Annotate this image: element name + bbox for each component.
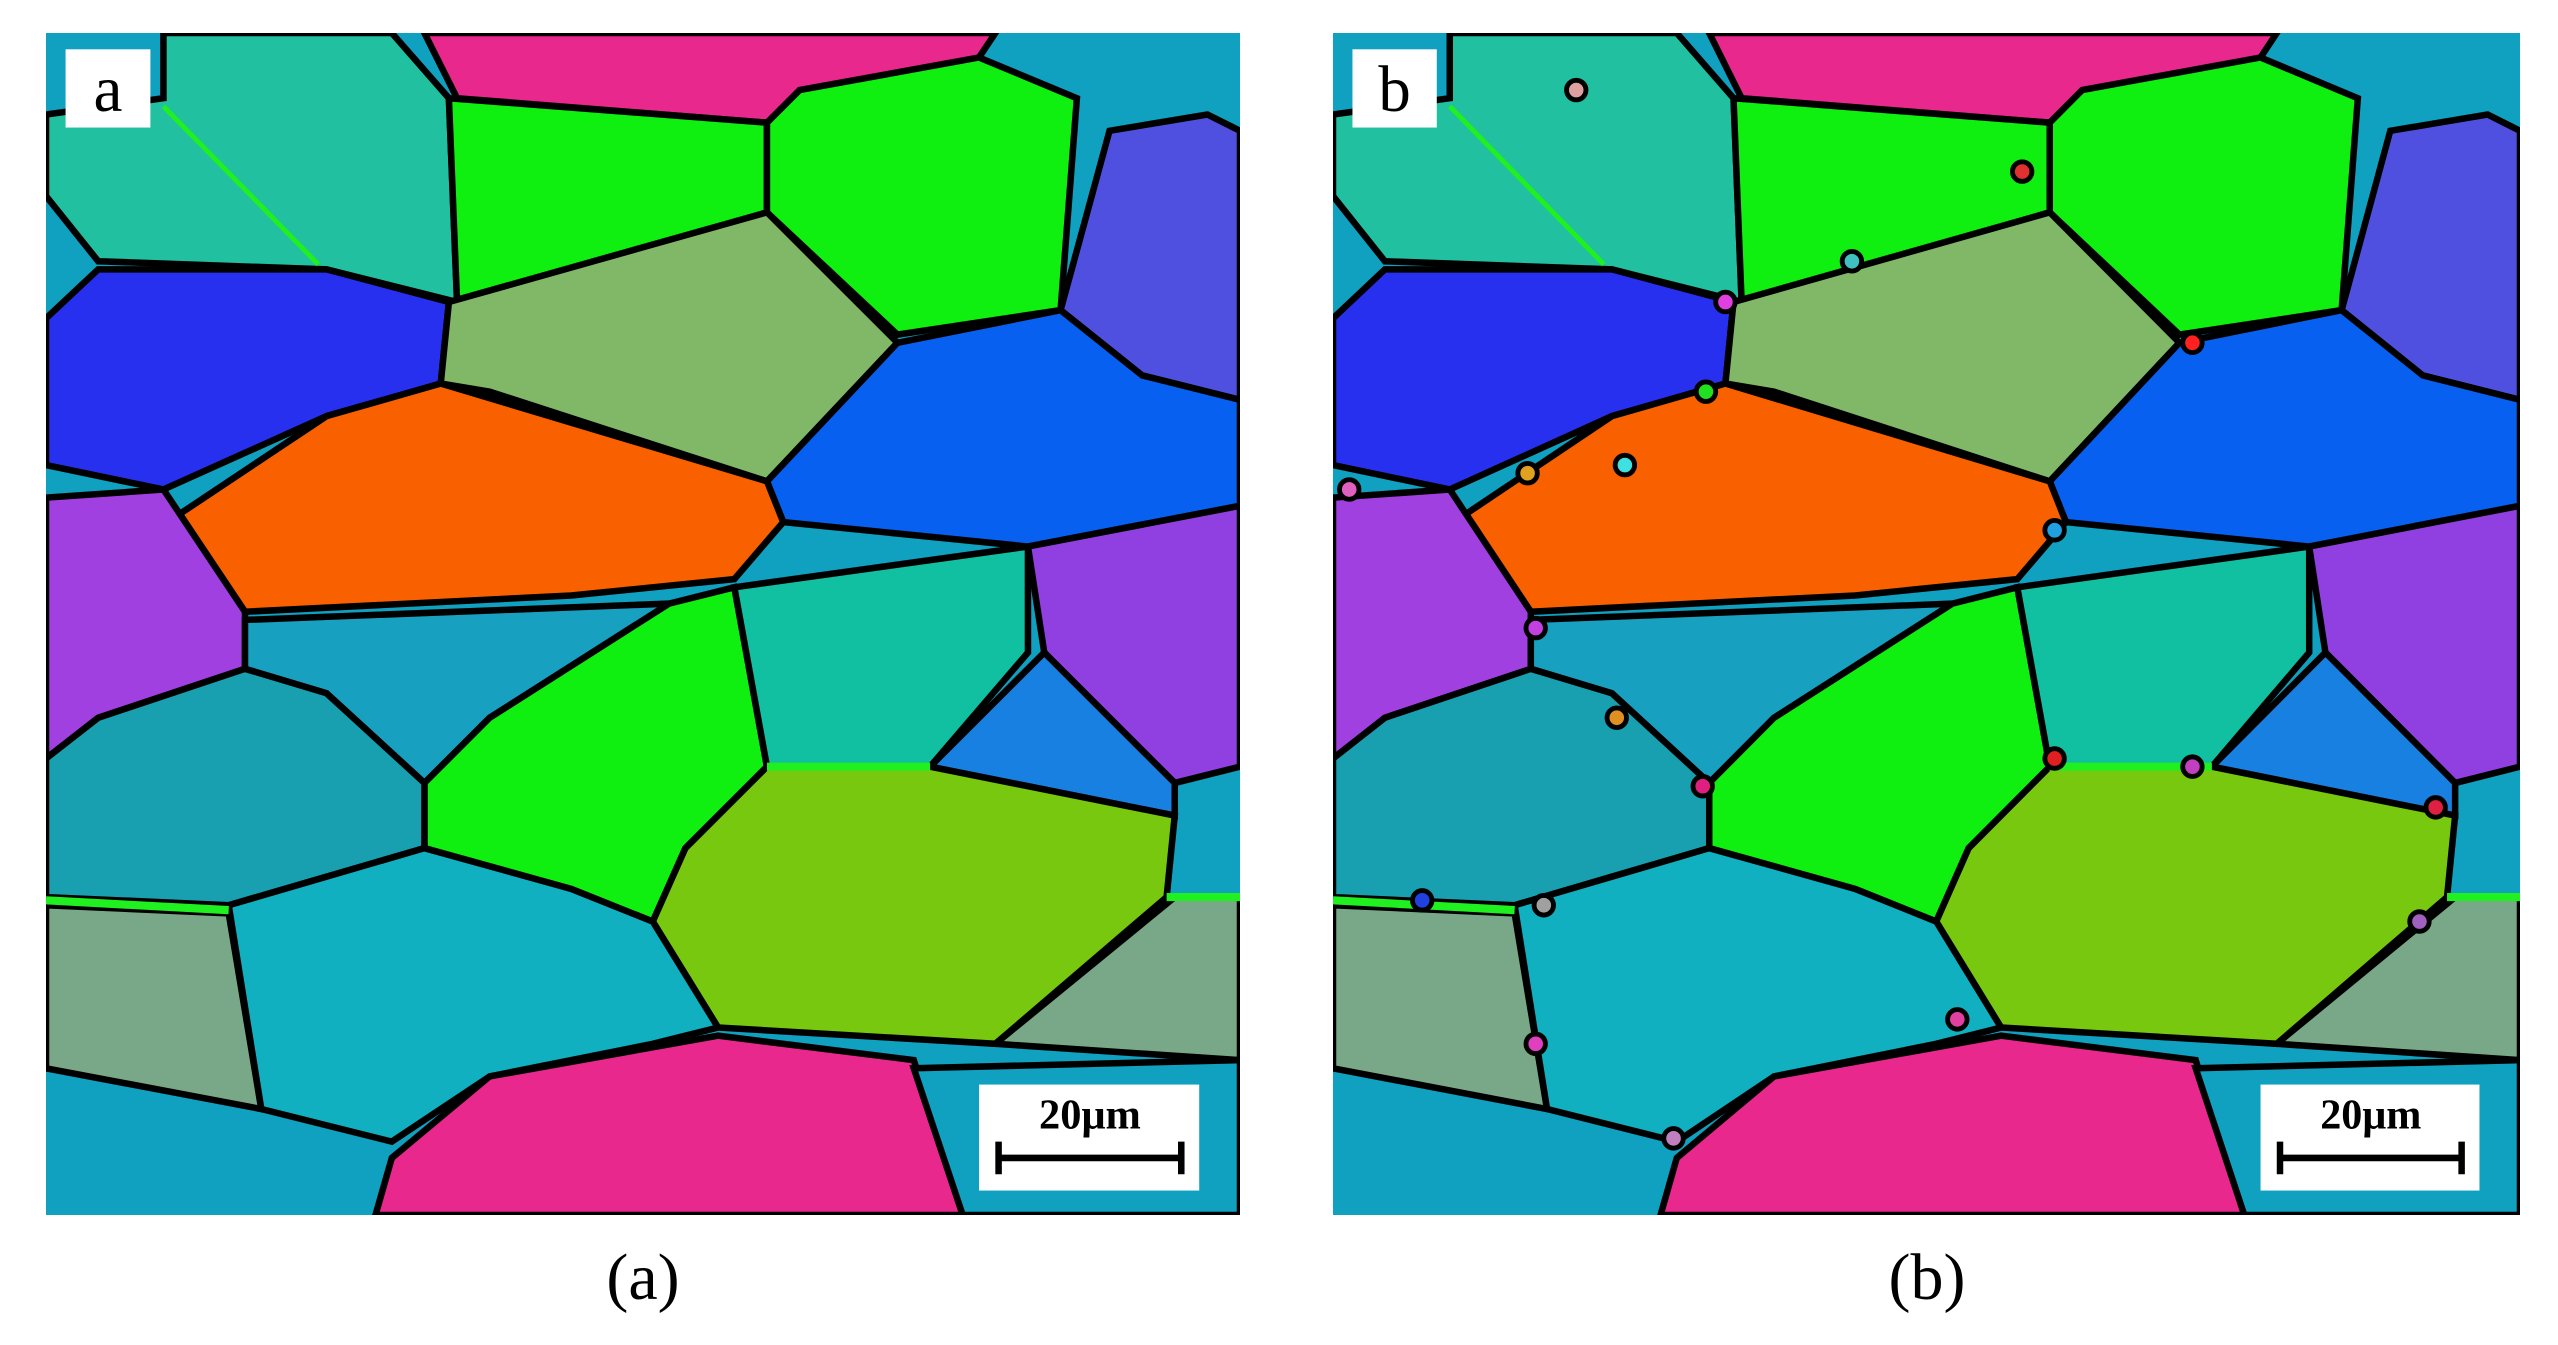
- scale-bar-label: 20μm: [2320, 1091, 2421, 1138]
- grain-map-a: a 20μm: [46, 33, 1240, 1215]
- scale-box: [2260, 1084, 2480, 1191]
- panel-caption: (b): [1888, 1241, 1966, 1314]
- panel-letter: a: [94, 54, 123, 126]
- boundary-nuclei: [1337, 77, 2448, 1151]
- label-box: [65, 49, 151, 128]
- scale-bar: [2276, 1141, 2465, 1175]
- scale-bar-label: 20μm: [1039, 1092, 1141, 1139]
- grain-map-b: b 20μm: [1333, 33, 2520, 1215]
- scale-box: [979, 1084, 1200, 1191]
- label-box: [1352, 49, 1437, 128]
- scale-bar: [995, 1141, 1185, 1175]
- panel-caption: (a): [606, 1241, 680, 1314]
- panel-letter: b: [1378, 54, 1410, 126]
